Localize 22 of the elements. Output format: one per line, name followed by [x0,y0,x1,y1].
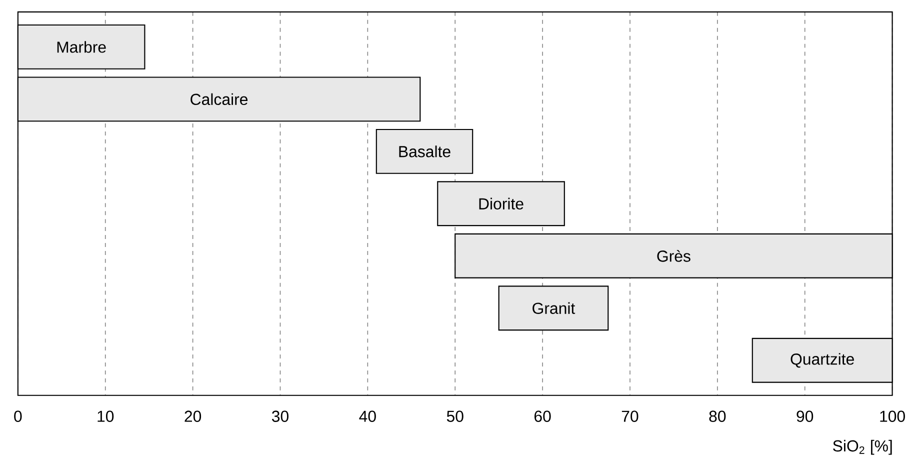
x-tick-label: 30 [272,410,288,422]
x-axis-title: SiO$_{2}$ [%] [833,440,892,455]
y-tick-label: Marbre [57,41,106,53]
x-tick-label: 20 [184,410,202,422]
y-tick-label: Grès [657,250,690,262]
bar [376,128,474,174]
x-tick-label: 70 [622,410,638,422]
y-tick-label: Diorite [479,198,524,210]
x-tick-label: 40 [359,410,376,422]
x-tick-label: 80 [709,410,726,422]
y-tick-label: Basalte [399,146,450,158]
x-tick-label: 0 [14,410,22,422]
x-tick-label: 10 [98,410,114,422]
x-tick-label: 50 [446,410,464,422]
y-tick-label: Granit [532,302,576,314]
y-tick-label: Quartzite [790,353,854,368]
y-tick-label: Calcaire [190,93,248,106]
x-tick-label: 60 [534,410,551,422]
x-tick-label: 90 [796,410,814,422]
bar [437,181,565,226]
x-tick-label: 100 [880,410,905,422]
bar [498,286,609,331]
